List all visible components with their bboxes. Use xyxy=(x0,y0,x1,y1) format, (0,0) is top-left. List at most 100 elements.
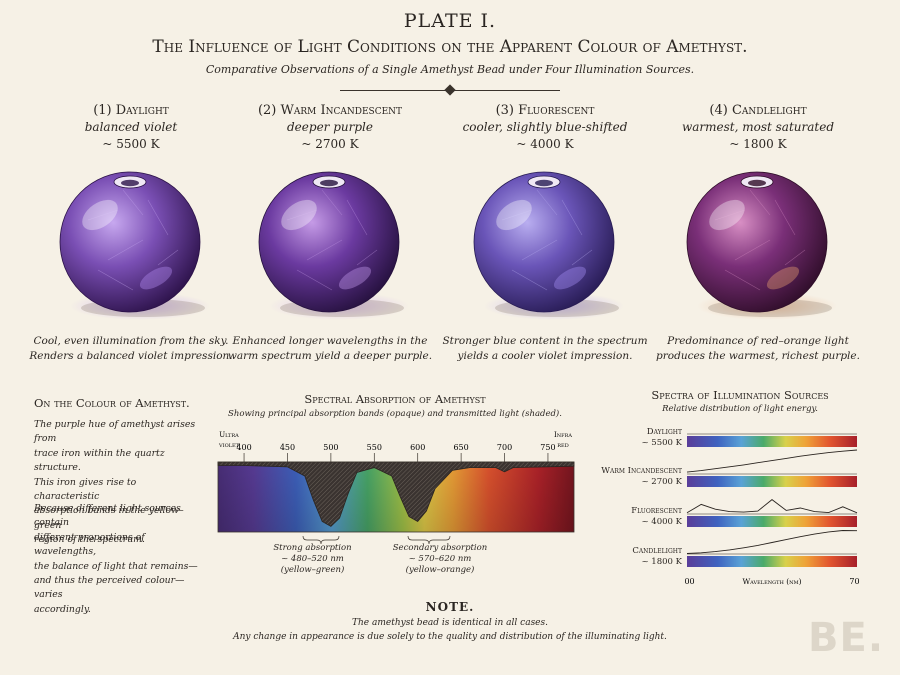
bead-highlight xyxy=(82,199,118,231)
source-temperature: ~ 1800 K xyxy=(641,557,682,568)
bead-facet xyxy=(87,209,119,221)
tick-label: 700 xyxy=(497,443,512,452)
panel-daylight: (1) Daylight balanced violet ~ 5500 K xyxy=(31,103,231,151)
source-name: Fluorescent xyxy=(631,506,682,516)
sidebar-line: and thus the perceived colour—varies xyxy=(34,575,185,601)
annotation-line: (yellow–green) xyxy=(280,565,345,576)
source-temperature: ~ 2700 K xyxy=(641,477,682,488)
bead-facet xyxy=(571,249,593,266)
uv-label: violet xyxy=(218,441,240,449)
source-label-fluorescent: Fluorescent ~ 4000 K xyxy=(590,506,682,528)
panel-title: (3) Fluorescent xyxy=(495,103,595,118)
illumination-chart: 400 700 Wavelength (nm) xyxy=(685,433,860,586)
bead-facet xyxy=(346,199,368,236)
illumination-chart-title: Spectra of Illumination Sources xyxy=(651,388,829,402)
bead-facet xyxy=(501,209,533,221)
illumination-chart-subtitle: Relative distribution of light energy. xyxy=(662,404,818,414)
source-label-candlelight: Candlelight ~ 1800 K xyxy=(590,546,682,568)
bead-hole-inner xyxy=(748,179,766,187)
sidebar-heading: On the Colour of Amethyst. xyxy=(34,396,190,410)
bead-glow xyxy=(766,266,800,290)
x-axis-label: Wavelength (nm) xyxy=(742,577,801,586)
panel-candlelight: (4) Candlelight warmest, most saturated … xyxy=(658,103,858,151)
bead-facet xyxy=(774,199,796,236)
tick-label: 550 xyxy=(367,443,382,452)
bead-hole-inner xyxy=(535,179,553,187)
bead-body xyxy=(473,171,615,313)
bead-hole-inner xyxy=(320,179,338,187)
spectrum-bar xyxy=(687,476,857,487)
bead-facet xyxy=(714,209,746,221)
panel-title: (4) Candlelight xyxy=(709,103,807,118)
secondary-bracket xyxy=(407,535,451,545)
source-temperature: ~ 4000 K xyxy=(641,517,682,528)
bead-glow xyxy=(139,266,173,290)
absorption-chart: 400 450 500 550 600 650 700 750 Ultra violet In… xyxy=(217,431,575,545)
tick-label: 450 xyxy=(280,443,295,452)
bead-highlight xyxy=(496,199,532,231)
panel-description: balanced violet xyxy=(84,120,178,134)
source-name: Daylight xyxy=(646,427,682,437)
annotation-line: (yellow–orange) xyxy=(405,565,475,576)
spectrum-bar xyxy=(687,516,857,527)
sidebar-paragraph: Because different light sources contain … xyxy=(34,502,204,617)
note-line: Any change in appearance is due solely t… xyxy=(233,632,667,642)
secondary-absorption-annotation: Secondary absorption ~ 570–620 nm (yello… xyxy=(380,543,500,576)
bead-facet xyxy=(286,209,318,221)
panel-caption-daylight: Cool, even illumination from the sky. Re… xyxy=(26,334,236,364)
bead-facet xyxy=(306,239,343,261)
panel-title: (2) Warm Incandescent xyxy=(257,103,403,118)
amethyst-bead-incandescent xyxy=(258,171,409,320)
panel-title: (1) Daylight xyxy=(93,103,169,118)
note-line: The amethyst bead is identical in all ca… xyxy=(352,618,548,628)
panel-temperature: ~ 5500 K xyxy=(102,137,160,151)
page-title: The Influence of Light Conditions on the… xyxy=(152,37,748,57)
annotation-line: Secondary absorption xyxy=(392,543,488,553)
tick-label: 650 xyxy=(453,443,468,452)
annotation-line: ~ 570–620 nm xyxy=(408,554,472,565)
annotation-line: Strong absorption xyxy=(273,543,352,553)
panel-description: cooler, slightly blue-shifted xyxy=(462,120,628,134)
panel-warm-incandescent: (2) Warm Incandescent deeper purple ~ 27… xyxy=(230,103,430,151)
sidebar-line: absorption bands in the yellow–green xyxy=(34,505,184,531)
caption-line: Stronger blue content in the spectrum xyxy=(442,335,648,347)
bead-body xyxy=(686,171,828,313)
amethyst-bead-candlelight xyxy=(686,171,837,320)
bead-body xyxy=(59,171,201,313)
panel-temperature: ~ 4000 K xyxy=(516,137,574,151)
strong-absorption-annotation: Strong absorption ~ 480–520 nm (yellow–g… xyxy=(255,543,370,576)
sidebar-line: different proportions of wavelengths, xyxy=(34,531,145,558)
panel-description: warmest, most saturated xyxy=(681,120,834,134)
sidebar-line: trace iron within the quartz structure. xyxy=(34,447,165,474)
panel-temperature: ~ 2700 K xyxy=(301,137,359,151)
divider-ornament-icon xyxy=(444,84,456,96)
bead-facet xyxy=(521,239,558,261)
panel-fluorescent: (3) Fluorescent cooler, slightly blue-sh… xyxy=(445,103,645,151)
source-label-incandescent: Warm Incandescent ~ 2700 K xyxy=(590,466,682,488)
spectrum-curve xyxy=(686,499,858,514)
sidebar-paragraph: The purple hue of amethyst arises from t… xyxy=(34,418,204,548)
bead-hole-inner xyxy=(121,179,139,187)
panel-caption-fluorescent: Stronger blue content in the spectrum yi… xyxy=(440,334,650,364)
sidebar-line: This iron gives rise to characteristic xyxy=(34,476,137,503)
bead-facet xyxy=(356,249,378,266)
panel-caption-candlelight: Predominance of red–orange light produce… xyxy=(653,334,863,364)
bead-facet xyxy=(784,249,806,266)
tick-label: 600 xyxy=(410,443,425,452)
uv-label: Ultra xyxy=(219,431,239,439)
caption-line: Renders a balanced violet impression. xyxy=(29,349,233,362)
bead-glow xyxy=(553,266,587,290)
bead-facet xyxy=(147,199,169,236)
bead-glow xyxy=(338,266,372,290)
strong-bracket xyxy=(302,535,340,545)
bead-facet xyxy=(561,199,583,236)
amethyst-bead-fluorescent xyxy=(473,171,624,320)
bead-facet xyxy=(122,189,144,216)
caption-line: Predominance of red–orange light xyxy=(667,335,849,347)
axis-max-label: 700 xyxy=(849,577,860,586)
bead-facet xyxy=(296,269,333,291)
sidebar-line: Because different light sources contain xyxy=(34,503,181,529)
panel-temperature: ~ 1800 K xyxy=(729,137,787,151)
spectrum-frame xyxy=(217,461,575,533)
panel-description: deeper purple xyxy=(287,120,373,134)
